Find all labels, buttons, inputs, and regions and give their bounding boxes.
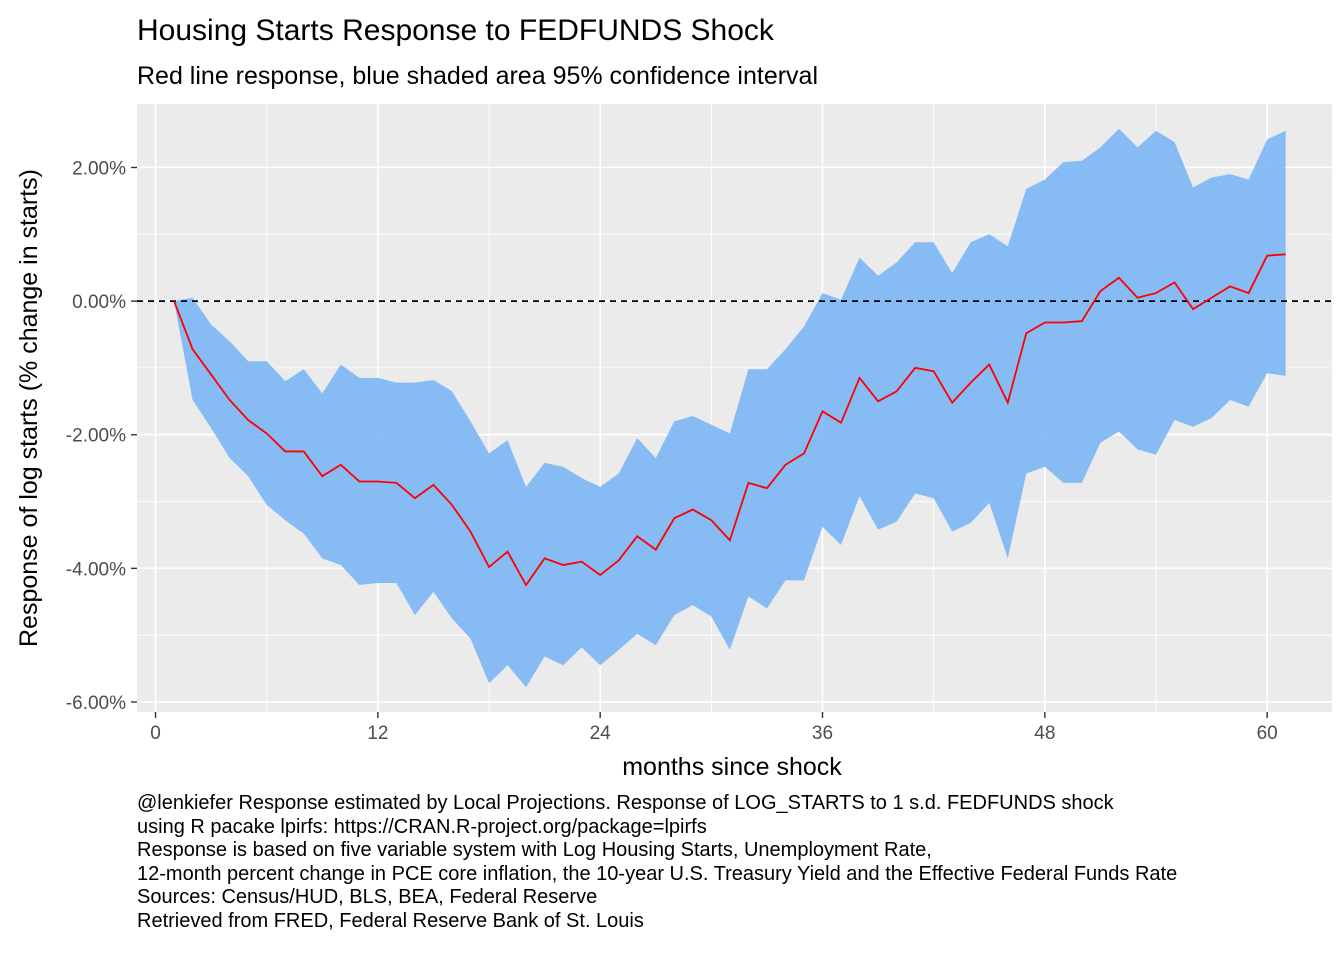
caption-line: Sources: Census/HUD, BLS, BEA, Federal R… [137, 886, 598, 908]
caption-line: Retrieved from FRED, Federal Reserve Ban… [137, 909, 644, 932]
caption-line: @lenkiefer Response estimated by Local P… [137, 792, 1114, 814]
caption: @lenkiefer Response estimated by Local P… [137, 792, 1177, 933]
x-tick-label: 12 [367, 723, 388, 744]
caption-line: using R pacake lpirfs: https://CRAN.R-pr… [137, 815, 707, 838]
caption-line: 12-month percent change in PCE core infl… [137, 862, 1178, 885]
chart-title: Housing Starts Response to FEDFUNDS Shoc… [137, 14, 775, 47]
response-line [173, 253, 1286, 587]
y-tick-label: 2.00% [72, 158, 126, 179]
y-axis-title: Response of log starts (% change in star… [15, 169, 43, 647]
x-tick-label: 24 [590, 723, 612, 744]
y-tick-label: -4.00% [66, 559, 126, 580]
x-axis: 0 12 24 36 48 60 [150, 712, 1278, 744]
chart-subtitle: Red line response, blue shaded area 95% … [137, 62, 818, 90]
x-axis-title: months since shock [622, 753, 842, 781]
y-tick-label: -6.00% [66, 693, 126, 714]
caption-line: Response is based on five variable syste… [137, 839, 932, 861]
x-tick-label: 48 [1034, 723, 1055, 744]
y-axis: -6.00% -4.00% -2.00% 0.00% 2.00% [66, 158, 137, 714]
x-tick-label: 36 [812, 723, 833, 744]
y-tick-label: 0.00% [72, 292, 126, 313]
x-tick-label: 0 [150, 723, 161, 744]
confidence-ribbon [174, 128, 1286, 688]
chart-svg: Housing Starts Response to FEDFUNDS Shoc… [15, 14, 1332, 781]
y-tick-label: -2.00% [66, 426, 126, 447]
x-tick-label: 60 [1257, 723, 1278, 744]
